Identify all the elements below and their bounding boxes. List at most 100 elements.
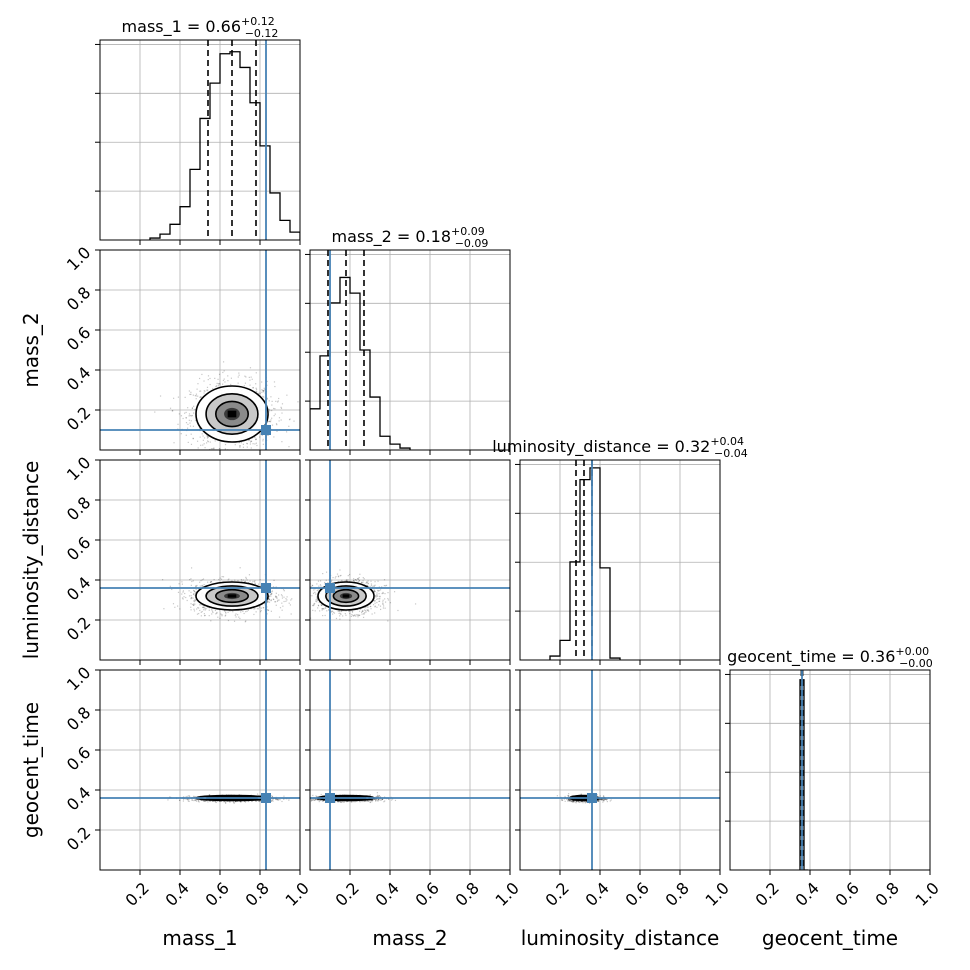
- sample-point: [198, 800, 200, 802]
- sample-point: [266, 613, 268, 615]
- sample-point: [245, 376, 247, 378]
- sample-point: [229, 801, 231, 803]
- sample-point: [359, 573, 361, 575]
- sample-point: [209, 383, 211, 386]
- sample-point: [189, 422, 191, 424]
- sample-point: [220, 578, 223, 580]
- sample-point: [215, 613, 217, 615]
- sample-point: [232, 611, 234, 613]
- sample-point: [196, 440, 199, 442]
- sample-point: [201, 579, 203, 581]
- sample-point: [259, 392, 261, 394]
- sample-point: [353, 579, 355, 582]
- sample-point: [383, 605, 385, 607]
- sample-point: [316, 599, 318, 601]
- sample-point: [339, 613, 341, 615]
- sample-point: [191, 407, 193, 410]
- sample-point: [254, 800, 257, 802]
- density-mass-1-luminosity-distance: [161, 567, 293, 623]
- sample-point: [196, 608, 198, 610]
- sample-point: [221, 383, 224, 385]
- sample-point: [377, 580, 379, 582]
- sample-point: [276, 596, 278, 598]
- sample-point: [380, 608, 382, 611]
- sample-point: [255, 390, 257, 392]
- sample-point: [312, 592, 315, 594]
- sample-point: [374, 595, 377, 597]
- sample-point: [258, 605, 260, 608]
- sample-point: [352, 614, 354, 617]
- sample-point: [161, 579, 164, 581]
- sample-point: [382, 601, 384, 603]
- sample-point: [202, 578, 205, 580]
- sample-point: [348, 573, 351, 576]
- sample-point: [362, 610, 364, 612]
- sample-point: [232, 452, 233, 453]
- sample-point: [252, 387, 254, 389]
- sample-point: [192, 580, 194, 582]
- sample-point: [202, 606, 204, 609]
- sample-point: [397, 609, 399, 612]
- sample-point: [192, 589, 195, 592]
- sample-point: [353, 580, 355, 582]
- sample-point: [249, 384, 251, 386]
- sample-point: [195, 393, 198, 395]
- sample-point: [176, 605, 179, 607]
- sample-point: [203, 584, 205, 586]
- sample-point: [204, 390, 206, 392]
- sample-point: [211, 451, 212, 452]
- sample-point: [291, 598, 293, 600]
- sample-point: [370, 608, 372, 610]
- sample-point: [210, 581, 212, 583]
- sample-point: [207, 389, 209, 391]
- sample-point: [293, 420, 295, 422]
- density-peak: [342, 594, 350, 598]
- sample-point: [234, 579, 236, 581]
- sample-point: [223, 610, 226, 612]
- sample-point: [286, 596, 288, 598]
- sample-point: [371, 613, 373, 615]
- sample-point: [225, 614, 227, 616]
- sample-point: [313, 604, 315, 606]
- sample-point: [262, 607, 264, 609]
- sample-point: [252, 580, 254, 583]
- sample-point: [196, 388, 198, 390]
- sample-point: [184, 412, 186, 414]
- sample-point: [288, 602, 290, 604]
- sample-point: [270, 599, 272, 602]
- sample-point: [182, 598, 184, 600]
- sample-point: [261, 389, 263, 391]
- sample-point: [260, 609, 262, 612]
- sample-point: [271, 591, 273, 593]
- sample-point: [203, 606, 205, 608]
- sample-point: [207, 375, 210, 377]
- sample-point: [249, 441, 252, 443]
- sample-point: [312, 609, 314, 612]
- sample-point: [190, 595, 192, 597]
- sample-point: [230, 377, 232, 379]
- sample-point: [240, 578, 243, 581]
- sample-point: [206, 437, 209, 439]
- sample-point: [361, 582, 363, 584]
- sample-point: [252, 387, 254, 389]
- sample-point: [206, 435, 208, 437]
- sample-point: [173, 442, 175, 444]
- sample-point: [252, 443, 254, 445]
- sample-point: [202, 439, 204, 441]
- sample-point: [367, 583, 370, 585]
- sample-point: [190, 420, 192, 422]
- sample-point: [214, 377, 216, 379]
- sample-point: [193, 590, 196, 592]
- sample-point: [238, 441, 240, 444]
- sample-point: [317, 604, 320, 606]
- sample-point: [373, 589, 376, 591]
- sample-point: [378, 600, 381, 602]
- sample-point: [251, 800, 253, 802]
- sample-point: [325, 571, 328, 573]
- sample-point: [276, 424, 278, 426]
- sample-point: [302, 603, 303, 604]
- sample-point: [224, 611, 227, 613]
- sample-point: [375, 595, 377, 597]
- sample-point: [186, 798, 189, 800]
- sample-point: [383, 579, 386, 581]
